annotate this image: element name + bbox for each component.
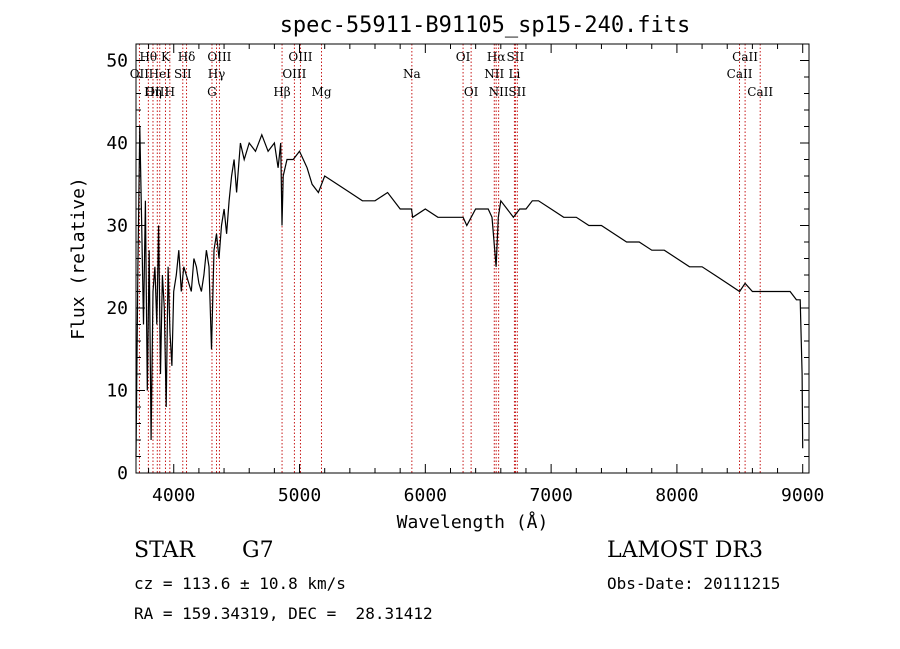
chart-title: spec-55911-B91105_sp15-240.fits [280, 13, 691, 38]
y-axis-label: Flux (relative) [68, 177, 89, 340]
spectral-line-label: Hη [144, 85, 162, 99]
spectral-line-label: SII [174, 67, 192, 81]
spectral-line-label: OIII [145, 85, 169, 99]
spectral-line-label: CaII [727, 67, 753, 81]
survey-name: LAMOST DR3 [607, 538, 763, 563]
spectral-line-label: OII [130, 67, 150, 81]
spectral-line-label: SII [508, 85, 526, 99]
x-tick-label: 8000 [655, 485, 698, 506]
spectral-line-label: OI [456, 50, 471, 64]
spectral-line-label: Mg [312, 85, 332, 99]
observation-date: Obs-Date: 20111215 [607, 574, 781, 593]
spectral-line-label: Hθ [139, 50, 157, 64]
x-tick-label: 5000 [278, 485, 321, 506]
spectrum-series-line [135, 126, 804, 457]
x-tick-label: 4000 [152, 485, 195, 506]
spectral-line-label: OIII [288, 50, 312, 64]
x-tick-label: 6000 [404, 485, 447, 506]
object-class: STAR [134, 538, 195, 563]
x-axis-label: Wavelength (Å) [397, 511, 549, 533]
spectrum-chart: spec-55911-B91105_sp15-240.fits OII Hθ OII… [68, 13, 824, 533]
spectral-line-label: CaII [747, 85, 773, 99]
y-tick-label: 20 [106, 298, 128, 319]
spectral-line-label: Na [403, 67, 421, 81]
spectral-line-label: HeI [149, 67, 172, 81]
spectral-line-label: Hγ [208, 67, 226, 81]
spectral-line-label: OIII [207, 50, 231, 64]
spectral-line-label: CaII [732, 50, 758, 64]
spectral-line-label: NII [489, 85, 509, 99]
spectral-line-label: OIII [282, 67, 306, 81]
spectral-line-label: Hα [487, 50, 506, 64]
axis-ticks: 4000 5000 6000 7000 8000 9000 0 10 20 30 40 50 [106, 43, 824, 506]
spectral-line-label: Li [508, 67, 520, 81]
spectral-line-label: G [207, 85, 217, 99]
spectral-line-label: K [161, 50, 171, 64]
y-tick-label: 10 [106, 381, 128, 402]
spectral-line-label: OI [464, 85, 479, 99]
coordinates-text: RA = 159.34319, DEC = 28.31412 [134, 604, 433, 623]
y-tick-label: 30 [106, 216, 128, 237]
spectral-line-label: H [165, 85, 175, 99]
plot-frame [135, 43, 810, 474]
object-subclass: G7 [242, 538, 274, 563]
x-tick-label: 7000 [529, 485, 572, 506]
spectral-line-label: NII [484, 67, 504, 81]
y-tick-label: 40 [106, 133, 128, 154]
y-tick-label: 50 [106, 51, 128, 72]
spectral-line-label: Hβ [273, 85, 290, 99]
x-tick-label: 9000 [781, 485, 824, 506]
redshift-text: cz = 113.6 ± 10.8 km/s [134, 574, 346, 593]
y-tick-label: 0 [117, 463, 128, 484]
spectral-line-label: SII [507, 50, 525, 64]
spectral-line-label: Hδ [178, 50, 196, 64]
